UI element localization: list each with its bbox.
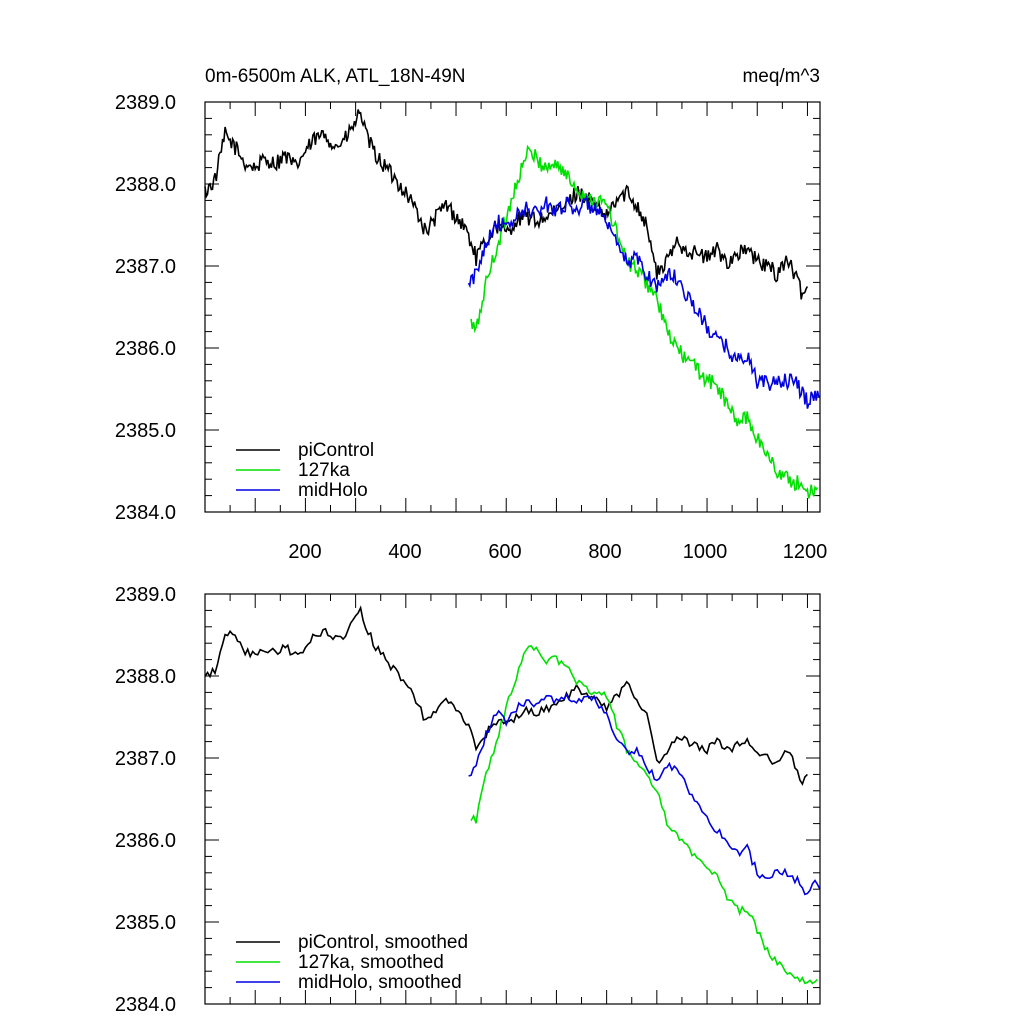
top-x-tick-label: 800 (588, 541, 621, 563)
legend-label-midholo: midHolo (298, 480, 368, 501)
top-axis-ticks (205, 101, 820, 513)
top-y-tick-label: 2387.0 (115, 256, 176, 278)
bottom-legend: piControl, smoothed 127ka, smoothed midH… (236, 932, 468, 993)
top-legend: piControl 127ka midHolo (236, 440, 374, 501)
top-series-line-127ka (470, 144, 819, 499)
bottom-series-line-picontrol-smoothed (204, 605, 808, 786)
top-y-tick-label: 2389.0 (115, 92, 176, 114)
bottom-y-tick-label: 2385.0 (115, 912, 176, 934)
top-x-tick-label: 1200 (783, 541, 828, 563)
top-panel: 0m-6500m ALK, ATL_18N-49N meq/m^3 2389.0… (115, 66, 827, 563)
top-x-tick-label: 400 (388, 541, 421, 563)
bottom-series-line-127ka-smoothed (470, 645, 819, 985)
bottom-plot-frame (204, 593, 821, 1005)
bottom-axis-ticks (205, 593, 820, 1005)
legend-label-127ka-smoothed: 127ka, smoothed (298, 952, 444, 973)
legend-label-picontrol-smoothed: piControl, smoothed (298, 932, 468, 953)
bottom-y-tick-label: 2384.0 (115, 994, 176, 1016)
top-series-line-midholo (467, 193, 821, 409)
top-y-tick-label: 2385.0 (115, 420, 176, 442)
bottom-y-tick-label: 2387.0 (115, 748, 176, 770)
bottom-y-tick-label: 2389.0 (115, 584, 176, 606)
bottom-y-tick-label: 2386.0 (115, 830, 176, 852)
top-series-group (204, 109, 821, 499)
bottom-series-group (204, 605, 821, 985)
legend-label-127ka: 127ka (298, 460, 350, 481)
bottom-series-line-midholo-smoothed (468, 693, 821, 896)
top-plot-frame (204, 101, 821, 513)
bottom-y-tick-label: 2388.0 (115, 666, 176, 688)
top-x-tick-label: 600 (488, 541, 521, 563)
top-x-tick-label: 1000 (683, 541, 728, 563)
top-x-tick-label: 200 (288, 541, 321, 563)
top-title-right: meq/m^3 (742, 66, 820, 87)
top-title-left: 0m-6500m ALK, ATL_18N-49N (205, 66, 466, 87)
top-y-tick-label: 2386.0 (115, 338, 176, 360)
legend-label-picontrol: piControl (298, 440, 374, 461)
legend-label-midholo-smoothed: midHolo, smoothed (298, 972, 462, 993)
top-y-tick-label: 2384.0 (115, 502, 176, 524)
top-y-tick-label: 2388.0 (115, 174, 176, 196)
top-series-line-picontrol (204, 109, 809, 300)
bottom-panel: 2389.0 2388.0 2387.0 2386.0 2385.0 2384.… (115, 584, 821, 1016)
